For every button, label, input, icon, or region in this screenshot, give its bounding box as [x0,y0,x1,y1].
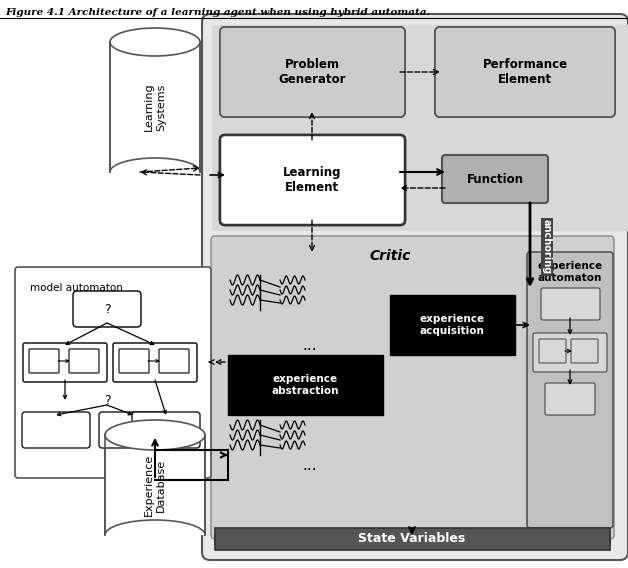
FancyBboxPatch shape [69,349,99,373]
FancyArrowPatch shape [141,170,200,175]
FancyBboxPatch shape [435,27,615,117]
FancyArrowPatch shape [107,323,154,345]
FancyBboxPatch shape [545,383,595,415]
FancyBboxPatch shape [435,27,615,117]
FancyBboxPatch shape [527,252,613,528]
FancyArrowPatch shape [310,114,315,140]
Text: experience
abstraction: experience abstraction [271,374,338,396]
FancyArrowPatch shape [63,380,67,399]
FancyArrowPatch shape [409,527,414,533]
Text: model automaton: model automaton [30,283,123,293]
FancyBboxPatch shape [99,412,167,448]
FancyBboxPatch shape [220,27,405,117]
FancyArrowPatch shape [568,318,572,333]
FancyBboxPatch shape [212,25,628,231]
FancyArrowPatch shape [565,349,571,353]
FancyBboxPatch shape [132,412,200,448]
FancyArrowPatch shape [107,405,132,415]
Bar [111,42,200,172]
Text: Performance
Element: Performance Element [482,58,568,86]
FancyBboxPatch shape [29,349,59,373]
Text: Learning
Element: Learning Element [283,166,341,194]
FancyBboxPatch shape [220,27,405,117]
Text: Problem
Generator: Problem Generator [278,58,346,86]
Text: ?: ? [104,394,111,407]
FancyBboxPatch shape [15,267,211,478]
Text: ...: ... [303,457,317,473]
FancyArrowPatch shape [220,453,226,457]
FancyArrowPatch shape [401,186,445,190]
FancyArrowPatch shape [66,323,107,344]
FancyBboxPatch shape [119,349,149,373]
Bar [390,295,515,355]
FancyArrowPatch shape [515,323,528,328]
FancyArrowPatch shape [400,69,438,74]
FancyBboxPatch shape [211,236,614,539]
FancyArrowPatch shape [155,380,166,414]
Bar [106,435,204,535]
FancyArrowPatch shape [140,166,198,172]
FancyBboxPatch shape [442,155,548,203]
Text: anchoring: anchoring [542,219,552,274]
FancyBboxPatch shape [113,343,197,382]
FancyBboxPatch shape [533,333,607,372]
Text: ?: ? [104,303,111,315]
Text: ...: ... [303,337,317,353]
FancyArrowPatch shape [310,220,315,250]
Text: Learning
Systems: Learning Systems [144,83,166,131]
Text: Function: Function [467,173,524,186]
FancyBboxPatch shape [159,349,189,373]
Text: Critic: Critic [369,249,411,263]
FancyArrowPatch shape [210,173,223,178]
FancyBboxPatch shape [539,339,566,363]
Text: Figure 4.1 Architecture of a learning agent when using hybrid automata.: Figure 4.1 Architecture of a learning ag… [5,8,430,17]
Ellipse shape [105,420,205,450]
FancyArrowPatch shape [217,360,225,364]
Bar [110,42,200,172]
FancyArrowPatch shape [209,360,214,364]
FancyArrowPatch shape [148,360,159,362]
FancyBboxPatch shape [571,339,598,363]
Bar [215,528,610,550]
FancyBboxPatch shape [220,135,405,225]
FancyBboxPatch shape [23,343,107,382]
Text: State Variables: State Variables [359,533,465,545]
FancyBboxPatch shape [22,412,90,448]
Text: Experience
Database: Experience Database [144,454,166,516]
Ellipse shape [110,28,200,56]
FancyArrowPatch shape [58,360,68,362]
Bar [215,535,610,545]
Text: experience
acquisition: experience acquisition [420,314,485,336]
FancyBboxPatch shape [541,288,600,320]
FancyArrowPatch shape [568,370,572,383]
FancyBboxPatch shape [220,135,405,225]
Bar [105,435,205,535]
Text: experience
automaton: experience automaton [538,261,602,283]
FancyArrowPatch shape [400,169,443,175]
FancyBboxPatch shape [202,14,628,560]
FancyArrowPatch shape [57,405,107,416]
Bar [228,355,383,415]
FancyBboxPatch shape [73,291,141,327]
